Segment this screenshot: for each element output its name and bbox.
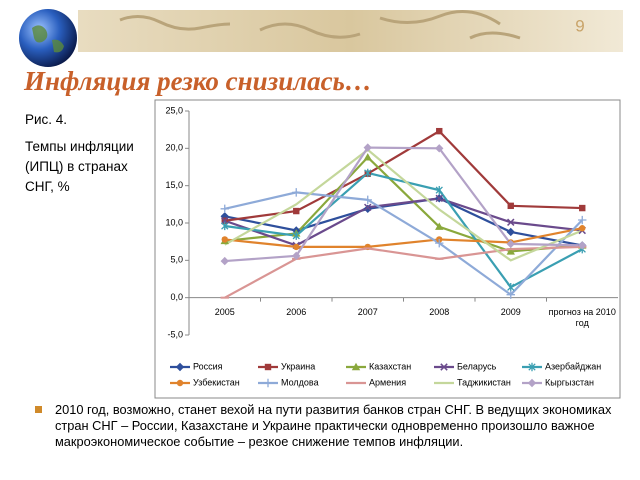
marker	[221, 217, 229, 225]
marker	[435, 222, 444, 230]
marker	[221, 236, 228, 243]
bullet	[35, 406, 42, 413]
y-tick-label: 20,0	[165, 143, 183, 153]
y-tick-label: 10,0	[165, 217, 183, 227]
marker	[351, 362, 361, 371]
marker	[506, 227, 515, 237]
series-line	[224, 146, 583, 263]
marker	[507, 202, 514, 210]
marker	[363, 204, 372, 214]
header-map-pattern	[119, 10, 521, 40]
marker	[220, 256, 229, 266]
globe-land	[32, 25, 64, 53]
marker	[527, 378, 537, 388]
marker	[220, 212, 229, 221]
y-tick-label: 0,0	[170, 292, 183, 302]
marker	[506, 290, 515, 299]
slide-title: Инфляция резко снизилась…	[24, 66, 372, 96]
marker	[292, 188, 301, 197]
marker	[176, 379, 184, 387]
caption-line: Рис. 4.	[25, 112, 68, 127]
page-number: 9	[575, 16, 584, 35]
caption: Рис. 4. Темпы инфляции (ИПЦ) в странах С…	[25, 110, 155, 197]
marker	[175, 362, 185, 372]
legend-label: Казахстан	[369, 361, 411, 371]
marker	[363, 195, 372, 205]
marker	[435, 238, 444, 248]
marker	[293, 243, 300, 251]
marker	[528, 362, 536, 372]
x-tick-label: 2007	[357, 306, 378, 317]
caption-line: Темпы инфляции (ИПЦ) в странах СНГ, %	[25, 139, 134, 194]
series-line	[224, 129, 583, 222]
x-tick-label: 2006	[286, 306, 307, 317]
legend-label: Украина	[281, 361, 315, 371]
marker	[506, 247, 515, 255]
marker	[263, 378, 273, 388]
marker	[579, 204, 586, 212]
legend-label: Молдова	[281, 377, 319, 387]
marker	[364, 203, 372, 212]
marker	[435, 194, 443, 203]
series-line	[224, 197, 583, 247]
globe	[19, 9, 77, 67]
legend-label: Кыргызстан	[545, 377, 594, 387]
marker	[440, 363, 448, 371]
marker	[435, 144, 444, 153]
x-tick-label: 2009	[500, 306, 521, 317]
marker	[436, 127, 443, 135]
y-tick-label: 5,0	[170, 255, 183, 265]
legend-label: Азербайджан	[545, 361, 601, 371]
marker	[363, 153, 372, 161]
legend-label: Таджикистан	[457, 377, 511, 387]
series-line	[224, 245, 583, 299]
legend-label: Узбекистан	[193, 377, 240, 387]
marker	[507, 218, 515, 226]
marker	[292, 231, 300, 240]
header-strip	[78, 10, 623, 52]
marker	[506, 239, 515, 249]
marker	[578, 241, 587, 250]
marker	[507, 283, 515, 292]
x-tick-label: 2008	[429, 306, 450, 317]
series-line	[224, 148, 583, 262]
y-tick-label: 15,0	[165, 180, 183, 190]
marker	[364, 168, 372, 178]
series-line	[224, 227, 583, 248]
body-text: 2010 год, возможно, станет вехой на пути…	[55, 402, 612, 449]
y-tick-label: 25,0	[165, 105, 183, 115]
marker	[221, 221, 229, 231]
plot: -5,0 0,0 5,0 10,0 15,0 20,0 25,0 Россия Украина К…	[165, 105, 618, 387]
marker	[292, 251, 301, 261]
series-line	[224, 191, 584, 297]
marker	[220, 204, 229, 214]
legend-label: Беларусь	[457, 361, 497, 371]
marker	[435, 185, 443, 195]
legend-label: Россия	[193, 361, 223, 371]
marker	[293, 207, 300, 215]
legend-label: Армения	[369, 377, 406, 387]
marker	[363, 143, 372, 152]
marker	[578, 215, 587, 225]
marker	[264, 363, 272, 371]
marker	[579, 225, 586, 232]
x-tick-label: прогноз на 2010 год	[548, 306, 616, 328]
x-tick-label: 2005	[214, 306, 235, 317]
y-tick-label: -5,0	[167, 329, 183, 339]
